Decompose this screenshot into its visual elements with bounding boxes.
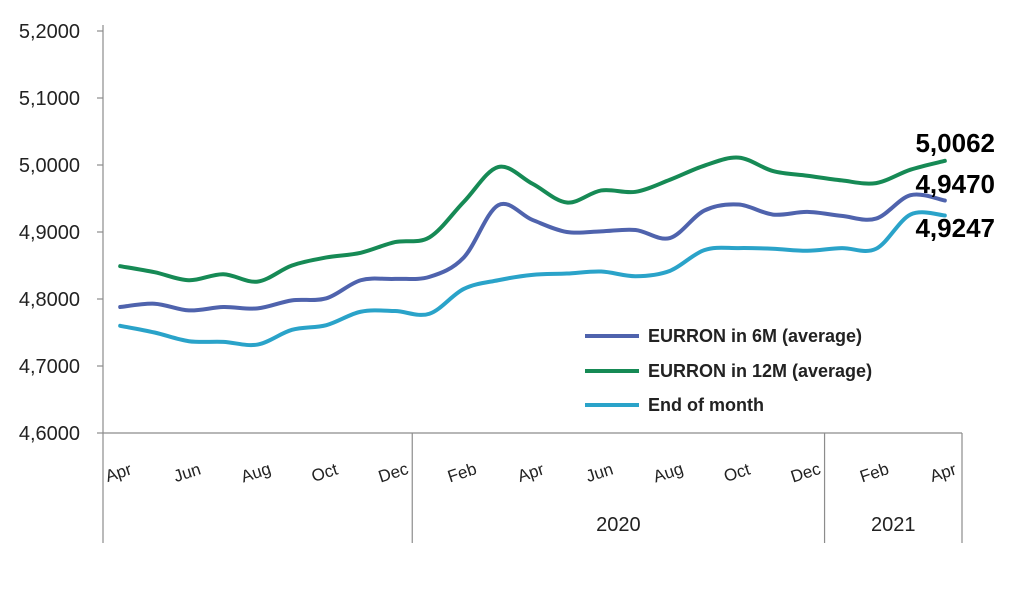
series-line-end-of-month bbox=[118, 210, 947, 348]
end-value-labels: 5,0062 4,9470 4,9247 bbox=[915, 128, 995, 243]
x-axis-year-groups: 2020 2021 bbox=[411, 433, 916, 543]
legend-item-end-of-month: End of month bbox=[585, 395, 764, 415]
x-tick-label: Aug bbox=[239, 459, 274, 486]
x-axis-ticks: Apr Jun Aug Oct Dec Feb Apr Jun Aug Oct Dec Feb Apr bbox=[103, 459, 959, 487]
legend: EURRON in 6M (average) EURRON in 12M (ave… bbox=[585, 326, 872, 415]
y-tick-label: 4,8000 bbox=[19, 289, 80, 311]
x-tick-label: Aug bbox=[651, 459, 686, 486]
end-label-end-of-month: 4,9247 bbox=[915, 213, 995, 243]
series-line-12m-average bbox=[118, 155, 947, 284]
y-tick-label: 4,9000 bbox=[19, 222, 80, 244]
x-tick-label: Jun bbox=[584, 459, 616, 486]
y-tick-label: 5,1000 bbox=[19, 88, 80, 110]
year-group-label: 2021 bbox=[871, 514, 916, 536]
legend-label: EURRON in 12M (average) bbox=[648, 361, 872, 381]
year-group-label: 2020 bbox=[596, 514, 641, 536]
legend-item-6m-average: EURRON in 6M (average) bbox=[585, 326, 862, 346]
series-line-6m-average bbox=[118, 192, 947, 313]
x-tick-label: Apr bbox=[928, 460, 959, 486]
y-tick-label: 5,2000 bbox=[19, 21, 80, 43]
x-tick-label: Jun bbox=[171, 459, 203, 486]
y-tick-label: 4,6000 bbox=[19, 423, 80, 445]
x-tick-label: Feb bbox=[858, 459, 892, 486]
legend-label: EURRON in 6M (average) bbox=[648, 326, 862, 346]
x-tick-label: Oct bbox=[309, 460, 340, 486]
y-tick-label: 5,0000 bbox=[19, 155, 80, 177]
y-tick-label: 4,7000 bbox=[19, 356, 80, 378]
y-axis-ticks: 5,2000 5,1000 5,0000 4,9000 4,8000 4,7000 4,60… bbox=[19, 21, 103, 445]
end-label-6m-average: 4,9470 bbox=[915, 169, 995, 199]
x-tick-label: Oct bbox=[721, 460, 752, 486]
x-tick-label: Feb bbox=[445, 459, 479, 486]
x-tick-label: Apr bbox=[103, 460, 134, 486]
legend-label: End of month bbox=[648, 395, 764, 415]
chart-axes bbox=[102, 25, 963, 543]
x-tick-label: Apr bbox=[515, 460, 546, 486]
series-lines bbox=[118, 155, 947, 348]
end-label-12m-average: 5,0062 bbox=[915, 128, 995, 158]
x-tick-label: Dec bbox=[376, 459, 411, 487]
x-tick-label: Dec bbox=[788, 459, 823, 487]
legend-item-12m-average: EURRON in 12M (average) bbox=[585, 361, 872, 381]
